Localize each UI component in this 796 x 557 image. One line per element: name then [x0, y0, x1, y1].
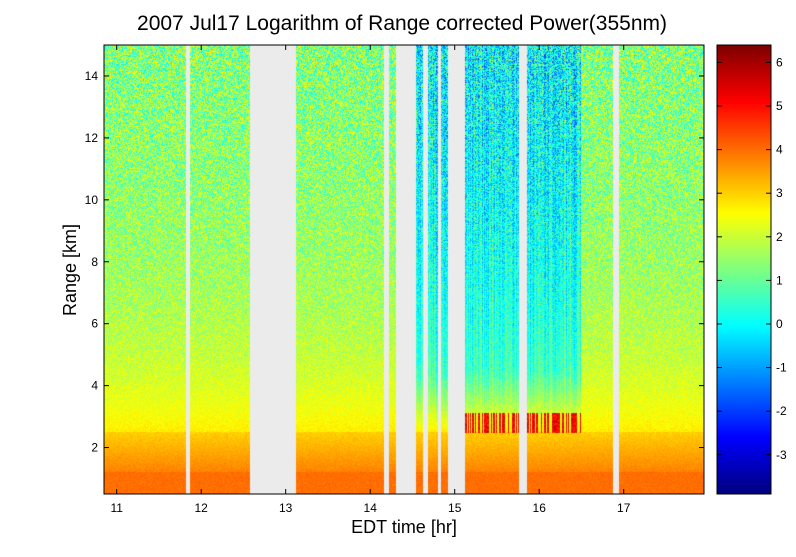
colorbar-axis: -3 -2 -1 0 1 2 3 4 5 6	[717, 55, 787, 462]
y-tick-label: 12	[85, 131, 99, 145]
x-tick-label: 13	[279, 501, 293, 515]
plot-area	[103, 44, 705, 495]
x-tick-label: 12	[195, 501, 209, 515]
colorbar-tick-label: 4	[776, 143, 783, 157]
y-tick-label: 2	[91, 441, 98, 455]
colorbar-frame	[716, 44, 772, 495]
colorbar-tick-label: 2	[776, 230, 783, 244]
y-tick-label: 4	[91, 379, 98, 393]
chart-title: 2007 Jul17 Logarithm of Range corrected …	[137, 12, 667, 35]
y-tick-label: 10	[85, 193, 99, 207]
y-tick-label: 6	[91, 317, 98, 331]
heatmap-image	[104, 45, 704, 494]
x-tick-label: 17	[617, 501, 631, 515]
x-tick-label: 15	[448, 501, 462, 515]
x-tick-label: 16	[533, 501, 547, 515]
x-axis-label: EDT time [hr]	[351, 517, 457, 537]
x-tick-label: 14	[364, 501, 378, 515]
colorbar-tick-label: -1	[776, 361, 787, 375]
y-axis-label: Range [km]	[60, 224, 80, 316]
y-tick-label: 8	[91, 255, 98, 269]
colorbar-tick-label: 6	[776, 55, 783, 69]
x-tick-label: 11	[110, 501, 123, 515]
colorbar-tick-label: -2	[776, 404, 787, 418]
colorbar-tick-label: -3	[776, 448, 787, 462]
colorbar-gradient	[717, 45, 771, 494]
colorbar	[716, 44, 772, 495]
y-axis: 2 4 6 8 10 12 14	[85, 69, 704, 455]
colorbar-tick-label: 3	[776, 186, 783, 200]
plot-frame	[103, 44, 705, 495]
y-tick-label: 14	[85, 69, 99, 83]
colorbar-tick-label: 5	[776, 99, 783, 113]
colorbar-tick-label: 0	[776, 317, 783, 331]
colorbar-tick-label: 1	[776, 273, 783, 287]
x-axis: 11 12 13 14 15 16 17	[110, 45, 631, 515]
